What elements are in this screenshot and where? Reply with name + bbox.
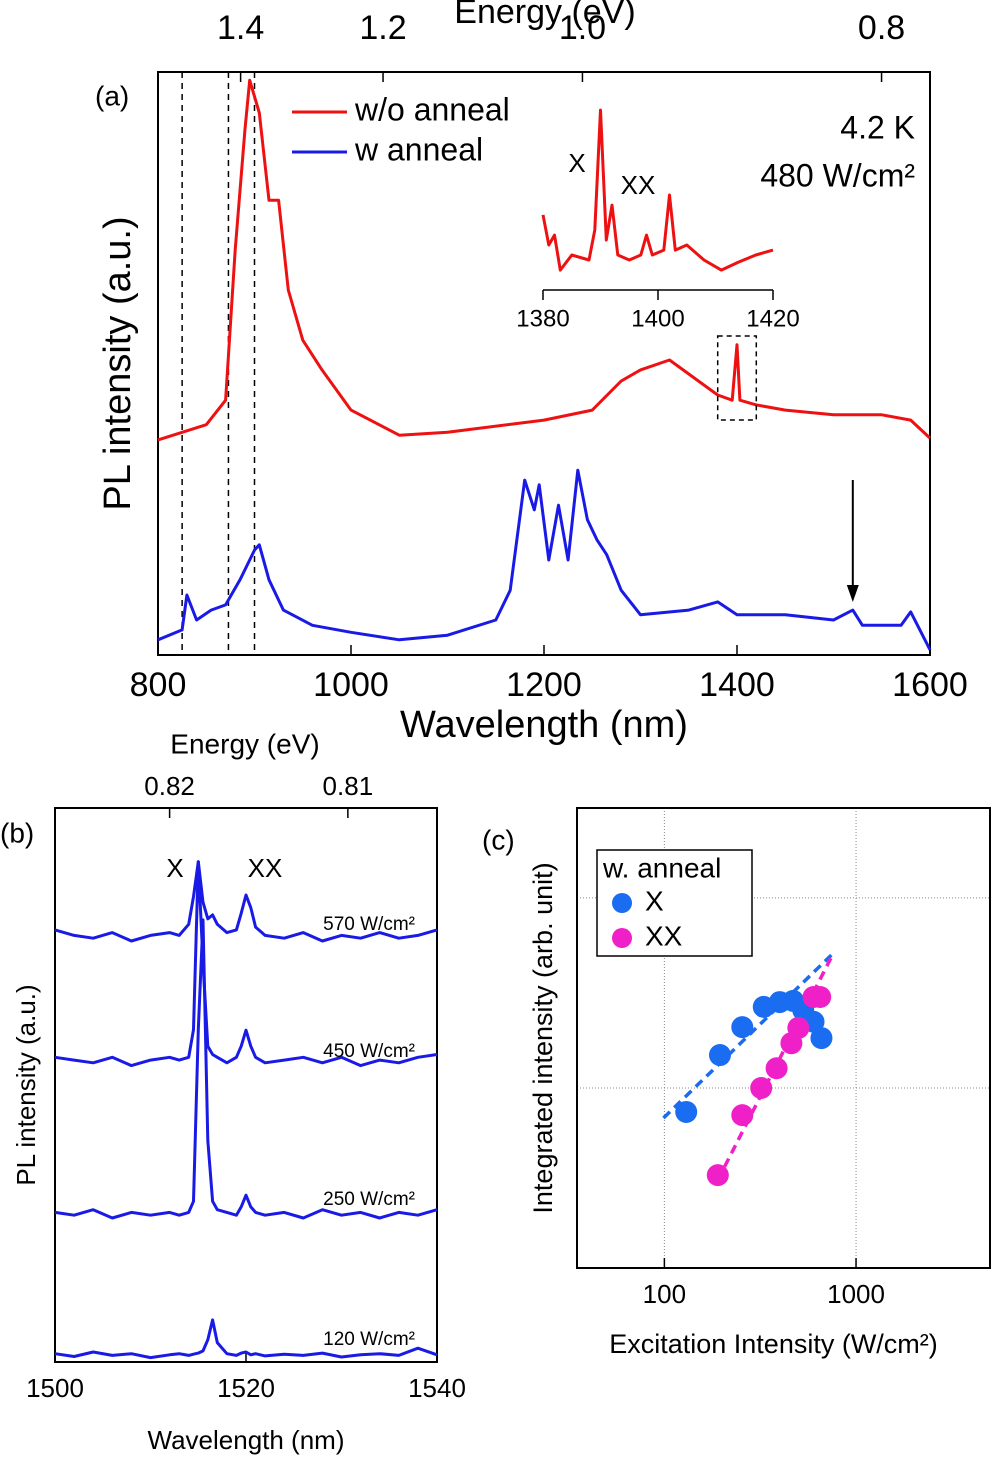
legend-label: w anneal bbox=[354, 131, 483, 167]
fit-line bbox=[662, 953, 833, 1120]
x-tick-label: 800 bbox=[130, 666, 187, 704]
x-tick-label: 1400 bbox=[631, 305, 684, 332]
y-axis-label: PL intensity (a.u.) bbox=[11, 984, 41, 1185]
data-point bbox=[750, 1076, 773, 1099]
top-axis-label: Energy (eV) bbox=[170, 728, 319, 759]
top-axis-label: Energy (eV) bbox=[454, 0, 635, 31]
y-axis-label: PL intensity (a.u.) bbox=[97, 216, 139, 510]
x-tick-label: 1400 bbox=[699, 666, 775, 704]
data-point bbox=[708, 1044, 731, 1067]
annotation: 4.2 K bbox=[840, 109, 915, 145]
annotation: 480 W/cm² bbox=[760, 157, 915, 193]
legend-swatch bbox=[612, 928, 632, 948]
data-point bbox=[787, 1016, 810, 1039]
annotation: XX bbox=[621, 170, 656, 200]
x-tick-label: 1380 bbox=[516, 305, 569, 332]
x-tick-label: 1000 bbox=[827, 1279, 885, 1309]
x-axis-label: Wavelength (nm) bbox=[148, 1425, 345, 1455]
data-line bbox=[54, 1318, 438, 1360]
panel: 100 1000 Excitation Intensity (W/cm²) Integ… bbox=[482, 807, 991, 1359]
x-axis-label: Excitation Intensity (W/cm²) bbox=[609, 1329, 938, 1359]
x-tick-label: 100 bbox=[643, 1279, 686, 1309]
data-point bbox=[810, 1027, 833, 1050]
data-line bbox=[157, 78, 932, 442]
top-tick-label: 1.2 bbox=[359, 9, 406, 47]
data-point bbox=[731, 1016, 754, 1039]
data-point bbox=[731, 1104, 754, 1127]
legend-title: w. anneal bbox=[602, 852, 721, 883]
data-point bbox=[675, 1100, 698, 1123]
x-tick-label: 1000 bbox=[313, 666, 389, 704]
annotation: X bbox=[166, 853, 183, 883]
panel: 800 1000 1200 1400 1600 1.4 1.2 1.0 0.8 Energy (e… bbox=[95, 0, 968, 746]
data-line bbox=[54, 860, 438, 943]
legend-swatch bbox=[612, 893, 632, 913]
data-line bbox=[541, 108, 774, 272]
top-tick-label: 1.0 bbox=[559, 9, 606, 47]
annotation: XX bbox=[248, 853, 283, 883]
y-axis-label: Integrated intensity (arb. unit) bbox=[528, 862, 558, 1213]
x-tick-label: 1540 bbox=[408, 1373, 466, 1403]
annotation: X bbox=[568, 148, 585, 178]
legend-label: w/o anneal bbox=[354, 91, 510, 127]
top-tick-label: 0.8 bbox=[858, 9, 905, 47]
legend-label: X bbox=[645, 885, 664, 916]
panel-label: (b) bbox=[0, 817, 34, 848]
top-tick-label: 1.4 bbox=[217, 9, 264, 47]
panel-label: (c) bbox=[482, 824, 515, 855]
top-tick-label: 0.81 bbox=[323, 771, 374, 801]
x-tick-label: 1500 bbox=[26, 1373, 84, 1403]
x-tick-label: 1520 bbox=[217, 1373, 275, 1403]
zoom-box bbox=[716, 335, 758, 421]
series-label: 450 W/cm² bbox=[323, 1041, 415, 1062]
data-line bbox=[157, 468, 932, 651]
legend-label: XX bbox=[645, 920, 683, 951]
panel-label: (a) bbox=[95, 80, 129, 111]
x-tick-label: 1420 bbox=[746, 305, 799, 332]
arrow-head bbox=[846, 585, 859, 602]
series-label: 250 W/cm² bbox=[323, 1189, 415, 1210]
x-tick-label: 1200 bbox=[506, 666, 582, 704]
plot-frame bbox=[576, 807, 991, 1269]
data-point bbox=[706, 1164, 729, 1187]
x-tick-label: 1600 bbox=[892, 666, 968, 704]
data-point bbox=[809, 986, 832, 1009]
data-point bbox=[765, 1057, 788, 1080]
top-tick-label: 0.82 bbox=[144, 771, 195, 801]
data-line bbox=[54, 860, 438, 1068]
x-axis-label: Wavelength (nm) bbox=[400, 704, 688, 746]
data-line bbox=[54, 918, 438, 1220]
plot-frame bbox=[54, 807, 438, 1363]
series-label: 120 W/cm² bbox=[323, 1329, 415, 1350]
series-label: 570 W/cm² bbox=[323, 914, 415, 935]
